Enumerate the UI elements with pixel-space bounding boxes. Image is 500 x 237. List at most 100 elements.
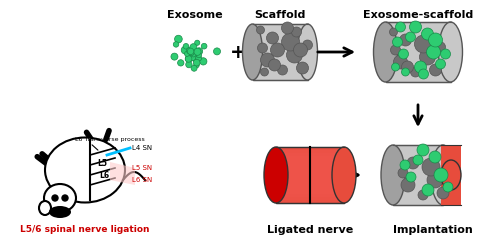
Circle shape xyxy=(174,42,179,47)
Circle shape xyxy=(398,168,408,178)
Text: L6: L6 xyxy=(99,170,109,179)
Circle shape xyxy=(443,165,453,175)
FancyArrowPatch shape xyxy=(42,154,53,163)
Circle shape xyxy=(302,40,312,50)
FancyBboxPatch shape xyxy=(276,147,344,203)
Circle shape xyxy=(266,32,278,44)
Circle shape xyxy=(196,53,202,58)
Ellipse shape xyxy=(264,147,288,203)
Circle shape xyxy=(178,60,184,66)
Circle shape xyxy=(443,182,453,192)
Circle shape xyxy=(282,33,300,51)
Circle shape xyxy=(174,35,182,43)
Circle shape xyxy=(406,172,416,182)
Text: L5: L5 xyxy=(97,159,107,168)
Circle shape xyxy=(418,190,428,200)
Text: Exosome: Exosome xyxy=(167,10,223,20)
Circle shape xyxy=(390,45,400,55)
FancyBboxPatch shape xyxy=(276,147,344,203)
Circle shape xyxy=(407,157,419,169)
Circle shape xyxy=(436,59,446,69)
Circle shape xyxy=(400,34,411,46)
Circle shape xyxy=(190,51,196,57)
Circle shape xyxy=(188,53,196,61)
Circle shape xyxy=(186,47,192,54)
Ellipse shape xyxy=(39,201,51,215)
Circle shape xyxy=(214,48,220,55)
Circle shape xyxy=(429,151,441,163)
Circle shape xyxy=(401,178,415,192)
FancyBboxPatch shape xyxy=(441,145,461,205)
Circle shape xyxy=(410,67,420,77)
Circle shape xyxy=(200,58,207,65)
Text: Scaffold: Scaffold xyxy=(254,10,306,20)
Circle shape xyxy=(428,33,442,47)
FancyArrowPatch shape xyxy=(37,157,53,168)
Circle shape xyxy=(414,35,432,53)
Circle shape xyxy=(194,40,200,45)
Text: L5 SN: L5 SN xyxy=(132,165,152,171)
Circle shape xyxy=(189,50,194,56)
Circle shape xyxy=(402,68,409,76)
Circle shape xyxy=(394,55,407,69)
Circle shape xyxy=(194,48,201,55)
Ellipse shape xyxy=(298,24,318,80)
FancyBboxPatch shape xyxy=(386,22,450,82)
Circle shape xyxy=(400,160,410,170)
FancyArrowPatch shape xyxy=(106,131,109,139)
Circle shape xyxy=(282,22,294,34)
Text: L6 SN: L6 SN xyxy=(132,177,152,183)
Circle shape xyxy=(186,55,193,62)
Ellipse shape xyxy=(49,206,71,218)
Circle shape xyxy=(194,59,200,66)
Circle shape xyxy=(196,48,202,55)
Circle shape xyxy=(434,168,448,182)
Circle shape xyxy=(184,51,190,56)
Circle shape xyxy=(420,49,436,65)
Circle shape xyxy=(270,43,284,57)
Circle shape xyxy=(414,61,426,73)
Circle shape xyxy=(294,43,308,57)
Ellipse shape xyxy=(381,145,405,205)
Circle shape xyxy=(410,21,422,33)
Circle shape xyxy=(427,172,443,188)
Ellipse shape xyxy=(438,22,462,82)
Circle shape xyxy=(417,144,429,156)
FancyBboxPatch shape xyxy=(393,145,443,205)
Text: Ligated nerve: Ligated nerve xyxy=(267,225,353,235)
Circle shape xyxy=(260,53,274,67)
Circle shape xyxy=(413,155,423,165)
Circle shape xyxy=(398,49,408,59)
Circle shape xyxy=(202,43,207,49)
Text: L5/6 spinal nerve ligation: L5/6 spinal nerve ligation xyxy=(20,225,150,234)
Ellipse shape xyxy=(45,137,125,202)
Ellipse shape xyxy=(242,24,262,80)
Circle shape xyxy=(196,55,202,61)
Text: L6 Transverse process: L6 Transverse process xyxy=(75,137,145,142)
FancyArrowPatch shape xyxy=(86,132,94,143)
Text: Exosome-scaffold: Exosome-scaffold xyxy=(363,10,473,20)
Circle shape xyxy=(422,28,434,40)
Circle shape xyxy=(183,43,189,49)
Circle shape xyxy=(186,61,192,68)
Circle shape xyxy=(188,48,194,55)
Circle shape xyxy=(426,45,440,59)
Circle shape xyxy=(286,47,302,63)
Circle shape xyxy=(392,37,402,47)
Circle shape xyxy=(437,187,449,199)
Circle shape xyxy=(296,62,308,74)
Circle shape xyxy=(406,32,415,42)
Circle shape xyxy=(256,26,264,34)
Circle shape xyxy=(422,158,440,176)
Circle shape xyxy=(418,69,428,79)
Text: Implantation: Implantation xyxy=(393,225,473,235)
Circle shape xyxy=(190,44,197,51)
FancyBboxPatch shape xyxy=(276,153,344,197)
Circle shape xyxy=(396,22,406,32)
Ellipse shape xyxy=(441,160,461,190)
Circle shape xyxy=(436,42,446,52)
Circle shape xyxy=(440,49,450,59)
Circle shape xyxy=(193,55,200,63)
FancyBboxPatch shape xyxy=(252,24,308,80)
Polygon shape xyxy=(110,162,135,185)
